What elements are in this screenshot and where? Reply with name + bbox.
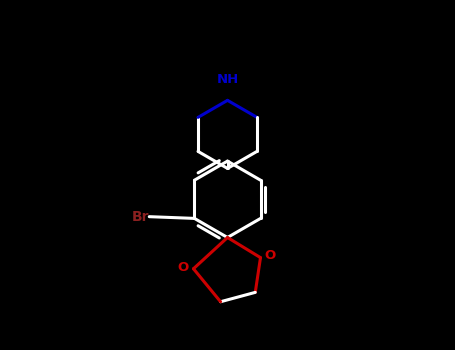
Text: O: O — [177, 260, 189, 273]
Text: NH: NH — [217, 74, 238, 86]
Text: O: O — [265, 250, 276, 262]
Text: Br: Br — [132, 210, 149, 224]
